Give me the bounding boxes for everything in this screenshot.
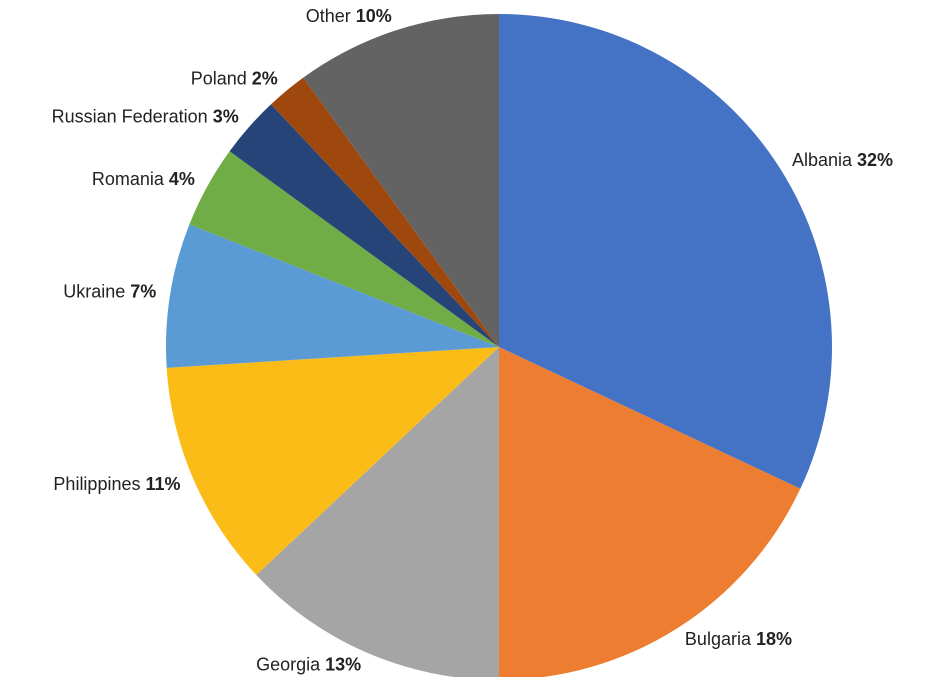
pie-slice <box>166 347 499 575</box>
pie-slice <box>303 13 499 347</box>
slice-label: Poland 2% <box>191 68 278 88</box>
slice-percent: 7% <box>130 281 156 301</box>
slice-percent: 4% <box>169 169 195 189</box>
slice-label: Bulgaria 18% <box>685 629 792 649</box>
pie-slice <box>256 347 499 677</box>
slice-percent: 32% <box>857 150 893 170</box>
slice-label: Georgia 13% <box>256 654 361 674</box>
slice-name: Philippines <box>53 474 140 494</box>
slice-percent: 10% <box>356 6 392 26</box>
slice-name: Ukraine <box>63 281 125 301</box>
slice-name: Georgia <box>256 654 321 674</box>
slice-name: Bulgaria <box>685 629 752 649</box>
slice-label: Ukraine 7% <box>63 281 156 301</box>
slice-label: Philippines 11% <box>53 474 180 494</box>
pie-slice <box>229 104 499 347</box>
slice-name: Other <box>306 6 351 26</box>
pie-slice <box>499 14 833 489</box>
pie-slice <box>499 347 801 677</box>
slice-label: Other 10% <box>306 6 392 26</box>
slice-name: Poland <box>191 68 247 88</box>
slice-name: Russian Federation <box>52 106 208 126</box>
pie-slice <box>271 77 499 347</box>
slice-percent: 11% <box>145 474 180 494</box>
slice-label: Russian Federation 3% <box>52 106 239 126</box>
slice-percent: 3% <box>213 106 239 126</box>
slice-name: Romania <box>92 169 165 189</box>
pie-slice <box>166 224 499 368</box>
slice-name: Albania <box>792 150 853 170</box>
pie-slice <box>189 151 499 347</box>
slice-percent: 2% <box>252 68 278 88</box>
slice-label: Albania 32% <box>792 150 893 170</box>
slice-label: Romania 4% <box>92 169 195 189</box>
slice-percent: 13% <box>325 654 361 674</box>
slice-percent: 18% <box>756 629 792 649</box>
